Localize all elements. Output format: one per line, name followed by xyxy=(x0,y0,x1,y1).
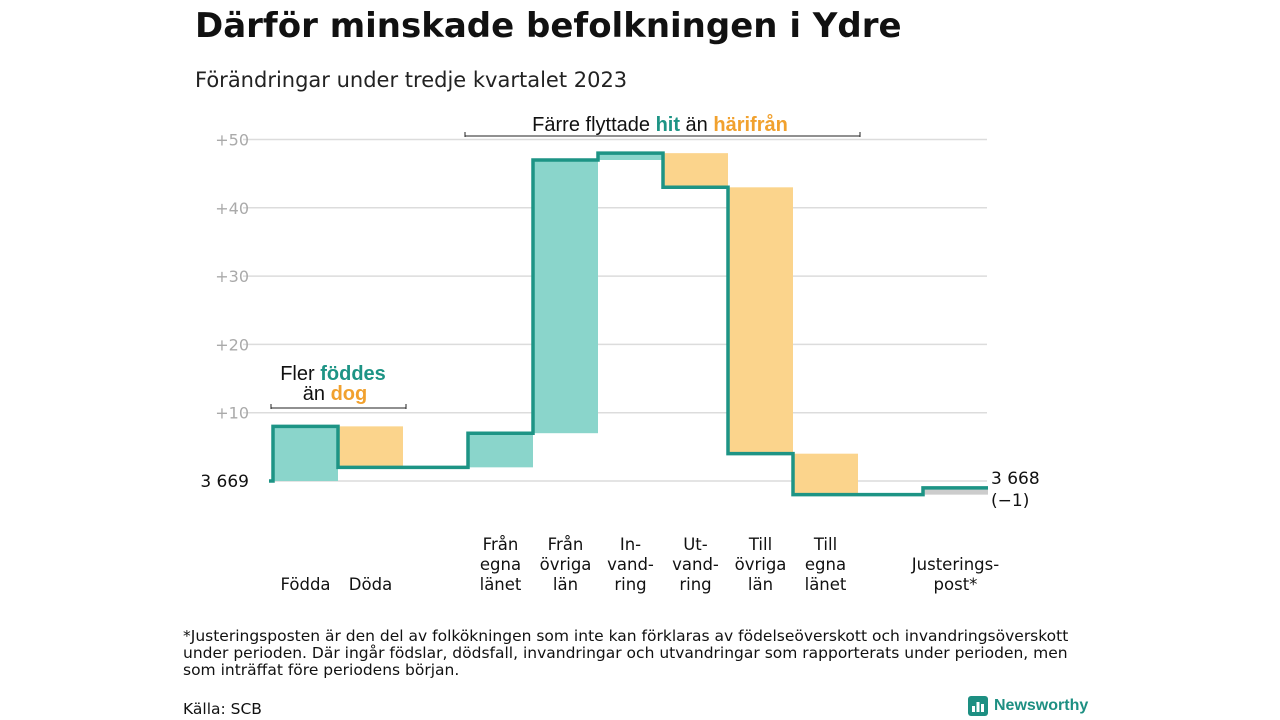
x-category-label: Födda xyxy=(280,575,330,594)
waterfall-bar xyxy=(533,159,598,434)
waterfall-bar xyxy=(338,426,403,468)
x-category-label: Döda xyxy=(349,575,392,594)
end-value-label: 3 668 xyxy=(991,469,1040,489)
waterfall-bar xyxy=(598,153,663,160)
waterfall-bar xyxy=(273,426,338,481)
births-deaths-annotation-part: än xyxy=(303,383,331,405)
x-category-label: vand- xyxy=(672,555,719,574)
x-category-label: övriga xyxy=(735,555,787,574)
start-value-label: 3 669 xyxy=(200,472,249,492)
x-category-label: Ut- xyxy=(683,535,708,554)
waterfall-bar xyxy=(728,187,793,454)
cumulative-step-line xyxy=(269,151,988,497)
x-category-label: länet xyxy=(480,575,522,594)
x-category-label: Till xyxy=(813,535,837,554)
chart-subtitle: Förändringar under tredje kvartalet 2023 xyxy=(195,68,628,92)
y-tick-label: +40 xyxy=(215,199,249,218)
chart-title: Därför minskade befolkningen i Ydre xyxy=(195,6,902,46)
migration-annotation-part: Färre flyttade xyxy=(532,114,655,136)
x-category-label: Från xyxy=(483,535,519,554)
waterfall-bar xyxy=(663,153,728,188)
x-category-label: Justerings- xyxy=(911,555,999,574)
newsworthy-logo-icon xyxy=(968,696,988,716)
x-category-label: Från xyxy=(548,535,584,554)
births-deaths-annotation-part: föddes xyxy=(320,363,386,385)
x-category-label: In- xyxy=(620,535,641,554)
x-category-label: länet xyxy=(805,575,847,594)
end-value-label: (−1) xyxy=(991,491,1029,511)
migration-annotation-part: än xyxy=(680,114,713,136)
births-deaths-annotation-part: dog xyxy=(331,383,368,405)
x-category-label: övriga xyxy=(540,555,592,574)
migration-annotation-part: hit xyxy=(656,114,681,136)
waterfall-bar xyxy=(468,433,533,468)
x-category-label: vand- xyxy=(607,555,654,574)
x-category-label: ring xyxy=(614,575,646,594)
x-category-label: post* xyxy=(934,575,978,594)
y-tick-label: +20 xyxy=(215,335,249,354)
migration-annotation: Färre flyttade hit än härifrån xyxy=(532,113,788,136)
x-category-label: ring xyxy=(679,575,711,594)
brand[interactable]: Newsworthy xyxy=(968,696,1088,716)
x-category-label: egna xyxy=(480,555,521,574)
brand-name: Newsworthy xyxy=(994,697,1089,714)
x-category-label: län xyxy=(748,575,773,594)
x-category-label: län xyxy=(553,575,578,594)
y-tick-label: +50 xyxy=(215,131,249,150)
footnote: *Justeringsposten är den del av folkökni… xyxy=(183,627,1069,679)
births-deaths-annotation: Fler föddes xyxy=(280,363,386,385)
x-category-label: egna xyxy=(805,555,846,574)
y-tick-label: +10 xyxy=(215,404,249,423)
bracket-migration xyxy=(464,132,861,137)
births-deaths-annotation-part: Fler xyxy=(280,363,320,385)
births-deaths-annotation: än dog xyxy=(303,383,367,405)
migration-annotation-part: härifrån xyxy=(713,113,787,136)
waterfall-bar xyxy=(923,487,988,495)
y-tick-label: +30 xyxy=(215,267,249,286)
x-category-label: Till xyxy=(748,535,772,554)
source-label: Källa: SCB xyxy=(183,700,262,718)
bracket-births-deaths xyxy=(270,404,407,409)
waterfall-bar xyxy=(793,453,858,495)
